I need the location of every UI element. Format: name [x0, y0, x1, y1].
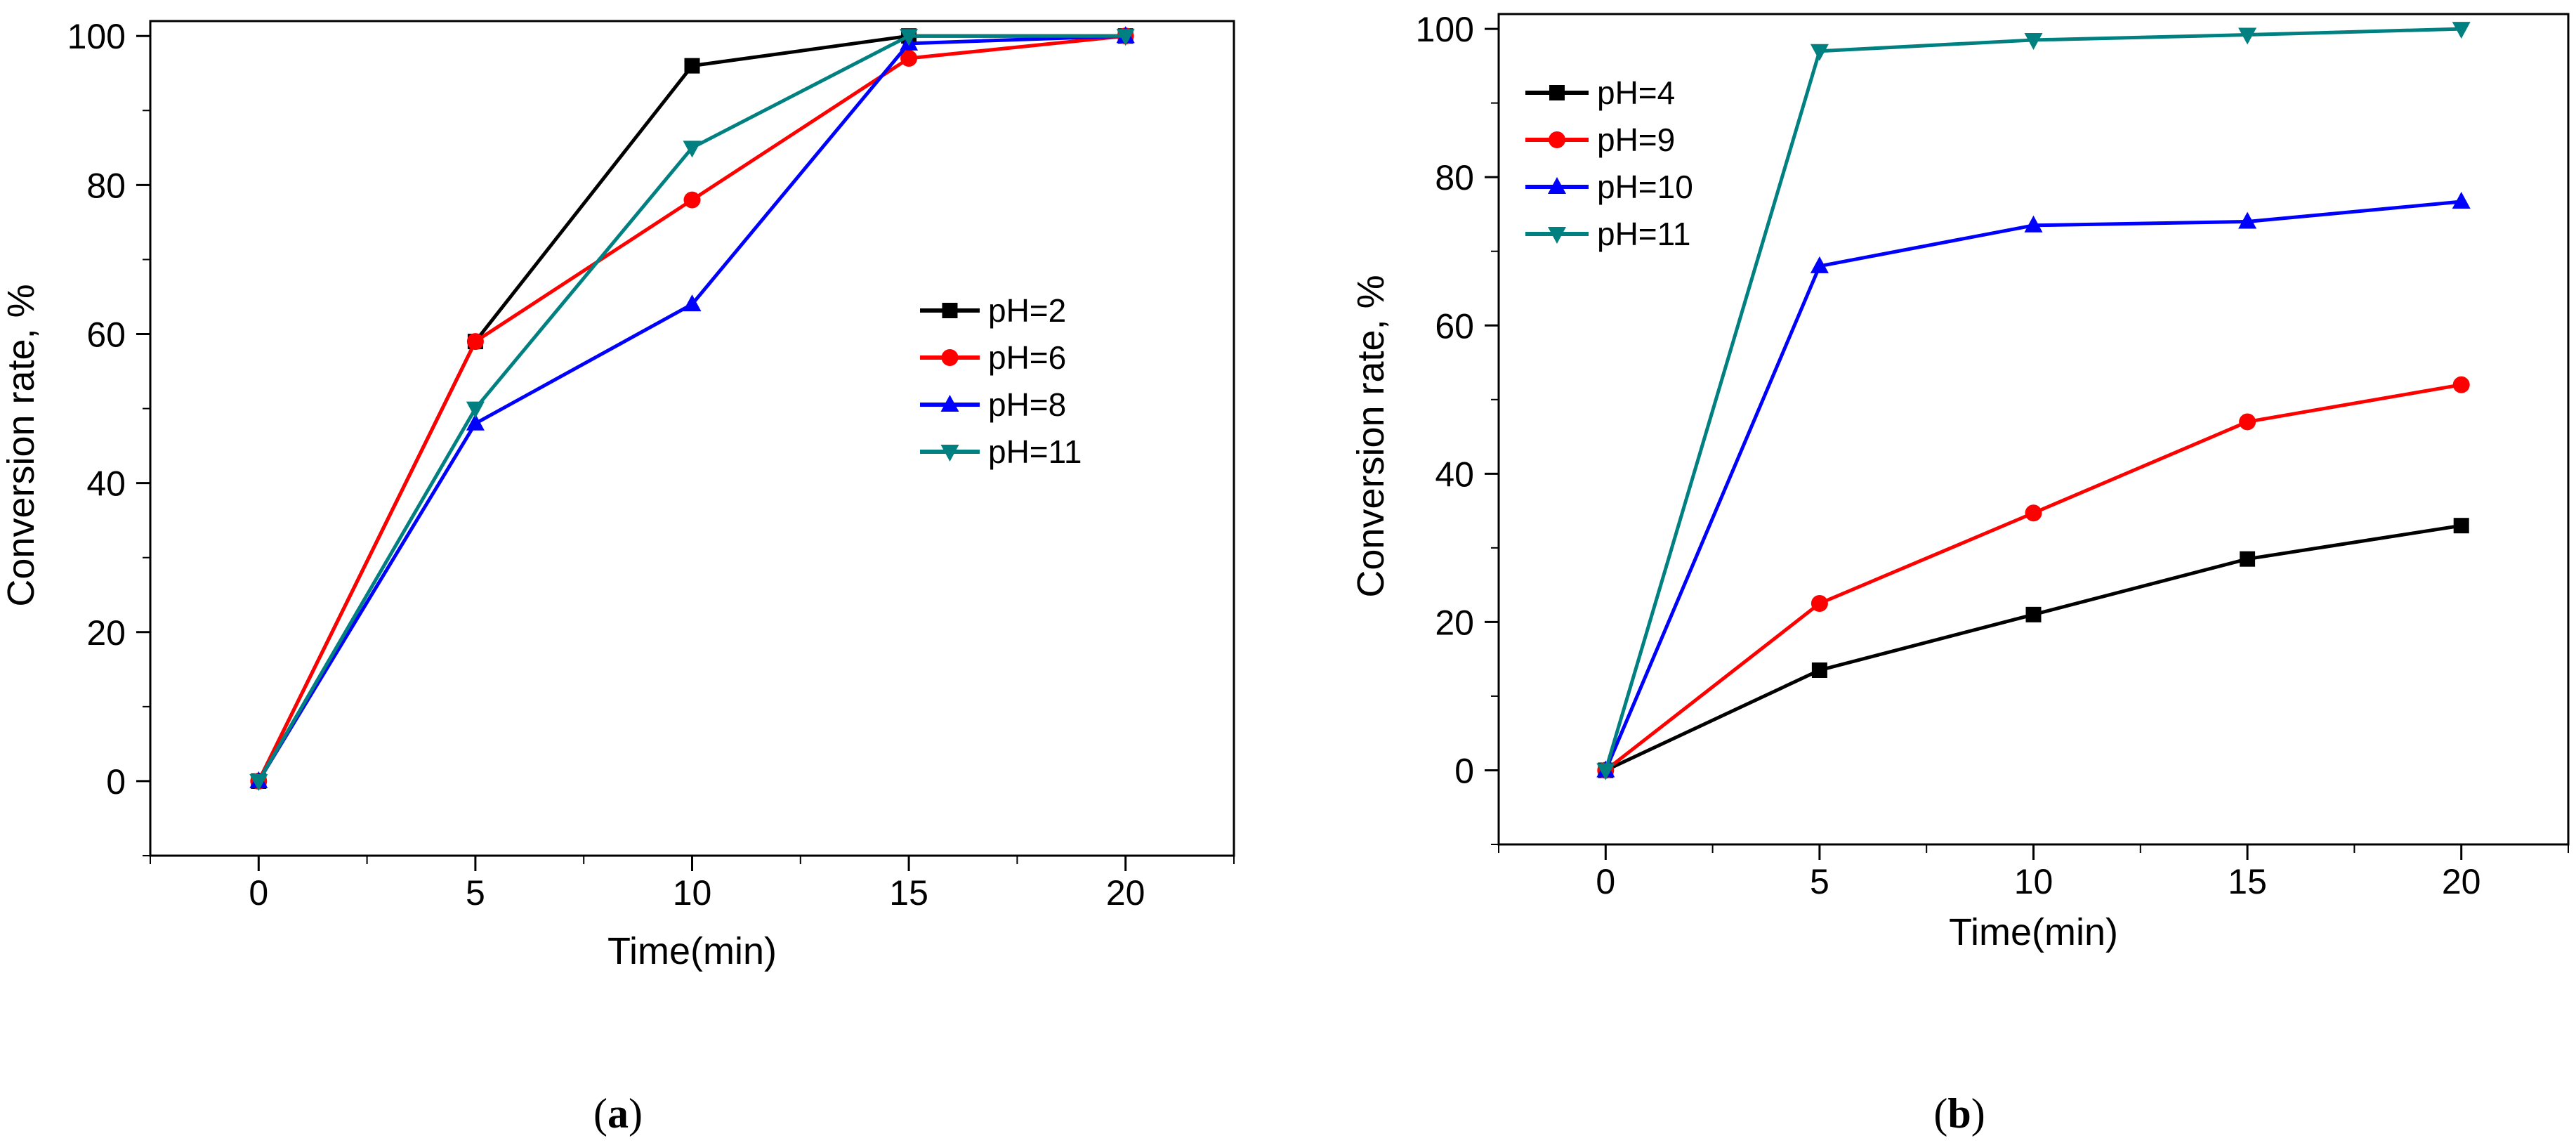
x-tick-label: 15	[2228, 862, 2267, 901]
series-line-pH=4	[1605, 523, 2462, 772]
series-line-pH=11	[1603, 27, 2462, 771]
y-tick-label: 0	[1454, 751, 1474, 790]
y-tick-label: 80	[86, 166, 126, 205]
data-point-pH=9	[2239, 413, 2256, 431]
data-point-pH=10	[2024, 215, 2043, 233]
y-tick-label: 40	[86, 464, 126, 504]
x-tick-label: 5	[1810, 862, 1829, 901]
data-point-pH=9	[2025, 504, 2042, 522]
caption-b: (b)	[1933, 1090, 1985, 1137]
data-point-pH=11	[683, 141, 702, 158]
x-tick-label: 0	[1596, 862, 1615, 901]
legend-label: pH=8	[988, 386, 1066, 423]
y-axis-label: Conversion rate, %	[0, 284, 42, 606]
x-tick-label: 10	[673, 873, 712, 913]
data-point-pH=6	[683, 191, 701, 209]
legend-marker	[1548, 227, 1566, 244]
data-point-pH=9	[1811, 595, 1828, 613]
data-point-pH=4	[2025, 606, 2042, 622]
y-tick-label: 20	[86, 613, 126, 653]
legend-marker	[941, 349, 959, 366]
legend: pH=2 pH=6 pH=8 pH=11	[920, 292, 1082, 470]
legend-label: pH=9	[1597, 122, 1675, 158]
series-line-pH=10	[1603, 200, 2462, 771]
data-point-pH=6	[466, 333, 484, 351]
y-tick-label: 100	[1416, 10, 1474, 49]
legend-marker	[940, 445, 959, 462]
legend-label: pH=4	[1597, 74, 1675, 111]
x-tick-label: 20	[1106, 873, 1145, 913]
chart-panel-b: 0 5 10 15 20 0 20 40 60 80 100 Time(min) Conversion …	[1350, 10, 2570, 1137]
x-axis-label: Time(min)	[607, 930, 777, 972]
data-point-pH=9	[2452, 376, 2470, 393]
legend-marker	[940, 395, 959, 412]
y-tick-label: 40	[1435, 455, 1474, 494]
y-axis-label: Conversion rate, %	[1350, 275, 1392, 597]
x-tick-label: 15	[889, 873, 928, 913]
y-tick-label: 60	[1435, 306, 1474, 346]
data-point-pH=4	[2240, 551, 2256, 567]
legend-marker	[1548, 177, 1566, 194]
data-point-pH=8	[466, 413, 485, 431]
data-point-pH=10	[1810, 256, 1829, 273]
x-tick-label: 0	[249, 873, 268, 913]
chart-panel-a: 0 5 10 15 20 0 20 40 60 80 100 Time(min) Conversion …	[0, 17, 1235, 1137]
y-tick-label: 100	[67, 17, 126, 56]
series-line-pH=9	[1604, 383, 2462, 772]
x-tick-label: 10	[2014, 862, 2053, 901]
data-point-pH=11	[249, 773, 268, 791]
data-point-pH=11	[2452, 22, 2471, 39]
legend-label: pH=11	[1597, 216, 1690, 252]
legend-label: pH=2	[988, 292, 1066, 329]
data-point-pH=11	[1596, 763, 1615, 780]
data-point-pH=11	[900, 29, 919, 46]
data-point-pH=8	[683, 294, 702, 312]
legend-marker	[1549, 85, 1565, 100]
x-tick-label: 20	[2442, 862, 2481, 901]
y-tick-label: 0	[106, 762, 126, 802]
data-point-pH=11	[1810, 44, 1829, 61]
y-tick-label: 80	[1435, 158, 1474, 197]
legend-marker	[942, 303, 958, 318]
legend-label: pH=6	[988, 339, 1066, 376]
legend-label: pH=11	[988, 433, 1082, 470]
y-tick-label: 20	[1435, 603, 1474, 642]
data-point-pH=10	[2238, 211, 2257, 229]
legend: pH=4 pH=9 pH=10 pH=11	[1525, 74, 1693, 252]
legend-marker	[1549, 131, 1565, 148]
data-point-pH=2	[684, 58, 700, 74]
data-point-pH=11	[1116, 29, 1135, 46]
legend-label: pH=10	[1597, 169, 1693, 205]
caption-a: (a)	[593, 1090, 643, 1137]
data-point-pH=11	[2024, 32, 2043, 50]
y-tick-label: 60	[86, 315, 126, 355]
data-point-pH=11	[2238, 27, 2257, 45]
x-tick-label: 5	[466, 873, 485, 913]
data-point-pH=4	[1811, 662, 1827, 678]
x-axis-label: Time(min)	[1949, 911, 2118, 953]
data-point-pH=10	[2452, 192, 2471, 209]
data-point-pH=11	[466, 401, 485, 419]
data-point-pH=4	[2453, 518, 2469, 534]
data-point-pH=6	[900, 50, 918, 67]
